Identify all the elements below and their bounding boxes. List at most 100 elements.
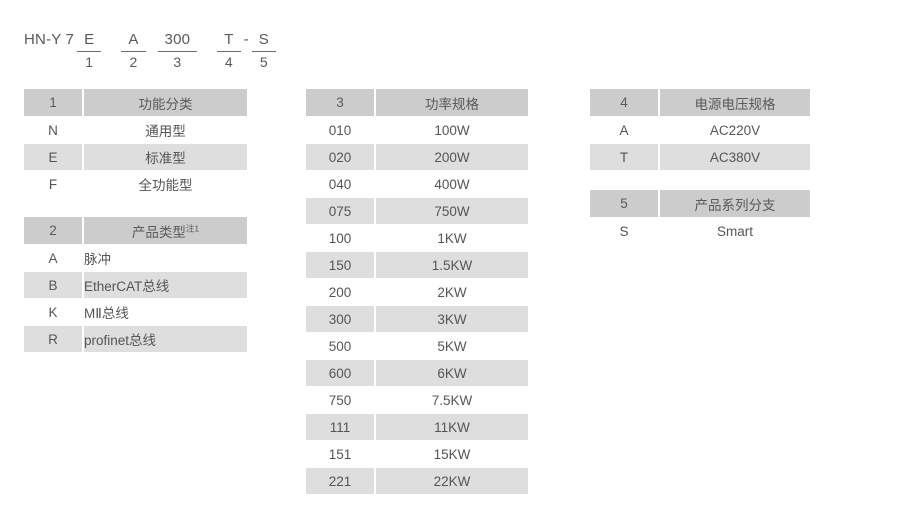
table-row: 151 15KW — [306, 441, 528, 468]
formula-segment-4: T 4 — [217, 30, 241, 72]
row-value: 15KW — [376, 441, 528, 468]
table-row: 221 22KW — [306, 468, 528, 494]
row-code: E — [24, 144, 84, 171]
table-row: 040 400W — [306, 171, 528, 198]
row-code: K — [24, 299, 84, 326]
formula-segment-index: 5 — [259, 54, 268, 70]
table-row: B EtherCAT总线 — [24, 272, 247, 299]
row-value: 通用型 — [84, 117, 247, 144]
table-header-title: 功能分类 — [84, 89, 247, 117]
row-code: 221 — [306, 468, 376, 494]
table-row: 300 3KW — [306, 306, 528, 333]
row-code: 010 — [306, 117, 376, 144]
table-header-index: 4 — [590, 89, 660, 117]
row-value: 400W — [376, 171, 528, 198]
table-row: E 标准型 — [24, 144, 247, 171]
row-value: 5KW — [376, 333, 528, 360]
row-code: 151 — [306, 441, 376, 468]
table-row: 010 100W — [306, 117, 528, 144]
spec-table-function-classification: 1 功能分类 N 通用型 E 标准型 F 全功能型 — [24, 89, 247, 197]
row-value: EtherCAT总线 — [84, 272, 247, 299]
row-code: 020 — [306, 144, 376, 171]
row-value: 100W — [376, 117, 528, 144]
row-code: 750 — [306, 387, 376, 414]
table-row: S Smart — [590, 218, 810, 244]
row-code: N — [24, 117, 84, 144]
row-value: 全功能型 — [84, 171, 247, 197]
table-row: 020 200W — [306, 144, 528, 171]
table-body: 5 产品系列分支 S Smart — [590, 190, 810, 244]
table-row: 600 6KW — [306, 360, 528, 387]
table-header-title: 产品系列分支 — [660, 190, 810, 218]
row-code: 040 — [306, 171, 376, 198]
table-row: 100 1KW — [306, 225, 528, 252]
table-header-index: 2 — [24, 217, 84, 245]
row-value: AC380V — [660, 144, 810, 170]
row-value: 6KW — [376, 360, 528, 387]
formula-segment-code: E — [77, 30, 102, 52]
table-header-row: 1 功能分类 — [24, 89, 247, 117]
row-value: 脉冲 — [84, 245, 247, 272]
formula-segment-1: E 1 — [77, 30, 102, 72]
row-code: R — [24, 326, 84, 352]
row-code: 600 — [306, 360, 376, 387]
table-header-row: 3 功率规格 — [306, 89, 528, 117]
row-code: B — [24, 272, 84, 299]
spec-table-power-rating: 3 功率规格 010 100W 020 200W 040 400W 075 750W 100 1KW 1… — [306, 89, 528, 494]
table-row: F 全功能型 — [24, 171, 247, 197]
row-code: F — [24, 171, 84, 197]
formula-segment-2: A 2 — [121, 30, 146, 72]
table-row: 500 5KW — [306, 333, 528, 360]
formula-segment-code: T — [217, 30, 241, 52]
formula-segment-index: 4 — [224, 54, 233, 70]
table-row: 150 1.5KW — [306, 252, 528, 279]
table-header-index: 3 — [306, 89, 376, 117]
row-value: 750W — [376, 198, 528, 225]
row-code: S — [590, 218, 660, 244]
row-value: AC220V — [660, 117, 810, 144]
row-code: 300 — [306, 306, 376, 333]
row-code: 500 — [306, 333, 376, 360]
formula-segment-code: 300 — [157, 30, 198, 52]
row-code: 075 — [306, 198, 376, 225]
table-header-index: 5 — [590, 190, 660, 218]
table-row: N 通用型 — [24, 117, 247, 144]
table-header-title: 产品类型注1 — [84, 217, 247, 245]
row-code: 200 — [306, 279, 376, 306]
formula-segment-5: S 5 — [251, 30, 276, 72]
row-value: 200W — [376, 144, 528, 171]
row-value: 3KW — [376, 306, 528, 333]
formula-prefix: HN-Y 7 — [24, 31, 75, 48]
table-row: 075 750W — [306, 198, 528, 225]
row-value: MⅡ总线 — [84, 299, 247, 326]
spec-table-supply-voltage: 4 电源电压规格 A AC220V T AC380V — [590, 89, 810, 170]
row-value: profinet总线 — [84, 326, 247, 352]
row-value: 11KW — [376, 414, 528, 441]
row-code: 100 — [306, 225, 376, 252]
formula-segment-code: A — [121, 30, 146, 52]
row-value: 22KW — [376, 468, 528, 494]
table-row: 200 2KW — [306, 279, 528, 306]
table-body: 1 功能分类 N 通用型 E 标准型 F 全功能型 — [24, 89, 247, 197]
row-code: A — [24, 245, 84, 272]
model-code-formula: HN-Y 7 E 1 A 2 300 3 T 4 - S 5 — [24, 30, 279, 72]
table-row: T AC380V — [590, 144, 810, 170]
table-row: A 脉冲 — [24, 245, 247, 272]
row-code: T — [590, 144, 660, 170]
table-row: A AC220V — [590, 117, 810, 144]
table-header-note: 注1 — [185, 223, 200, 233]
table-row: 111 11KW — [306, 414, 528, 441]
table-header-title: 功率规格 — [376, 89, 528, 117]
row-value: 7.5KW — [376, 387, 528, 414]
formula-separator: - — [243, 31, 249, 48]
table-body: 4 电源电压规格 A AC220V T AC380V — [590, 89, 810, 170]
row-code: 111 — [306, 414, 376, 441]
row-value: 1.5KW — [376, 252, 528, 279]
table-body: 3 功率规格 010 100W 020 200W 040 400W 075 750W 100 1KW 1… — [306, 89, 528, 494]
table-header-row: 5 产品系列分支 — [590, 190, 810, 218]
table-row: 750 7.5KW — [306, 387, 528, 414]
row-value: 2KW — [376, 279, 528, 306]
